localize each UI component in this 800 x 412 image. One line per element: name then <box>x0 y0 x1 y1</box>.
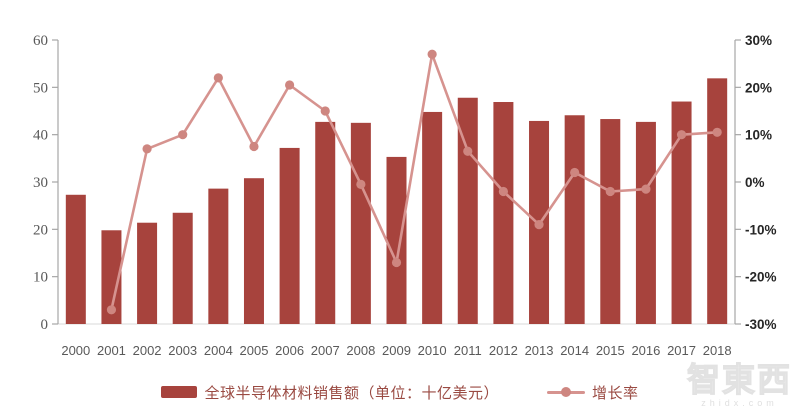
line-swatch-dot <box>561 387 571 397</box>
year-label: 2009 <box>382 343 411 358</box>
bar-2007 <box>315 121 336 325</box>
bar-2000 <box>65 194 86 324</box>
bar-2004 <box>208 188 229 324</box>
left-axis-label: 50 <box>33 80 48 96</box>
left-axis-label: 10 <box>33 270 48 286</box>
right-axis-label: -10% <box>745 222 777 237</box>
marker-2002 <box>142 144 152 154</box>
year-label: 2001 <box>97 343 126 358</box>
legend-label-sales: 全球半导体材料销售额（单位：十亿美元） <box>204 385 499 402</box>
marker-2009 <box>391 257 402 268</box>
marker-2005 <box>249 141 259 152</box>
right-axis-label: 30% <box>745 33 772 48</box>
marker-2006 <box>285 80 295 90</box>
watermark-domain: zhidx.com <box>701 398 778 408</box>
left-axis-label: 40 <box>33 128 48 144</box>
year-label: 2004 <box>204 343 233 358</box>
left-axis-label: 60 <box>33 33 48 49</box>
watermark-zhidx: 智東西 zhidx.com <box>686 361 792 408</box>
year-label: 2010 <box>418 343 447 358</box>
bar-2018 <box>707 78 728 324</box>
watermark-logo: 智東西 <box>686 361 792 398</box>
bar-2011 <box>457 97 478 324</box>
left-axis-label: 20 <box>33 222 48 238</box>
bar-2001 <box>101 230 122 324</box>
bar-2014 <box>564 115 585 324</box>
growth-line <box>110 52 718 311</box>
marker-2004 <box>213 73 223 83</box>
legend-item-sales: 全球半导体材料销售额（单位：十亿美元） <box>161 382 499 403</box>
marker-2014 <box>570 167 580 178</box>
bar-2017 <box>671 101 692 325</box>
bar-2015 <box>600 119 621 325</box>
right-axis-label: 20% <box>745 80 772 95</box>
year-label: 2015 <box>596 343 625 358</box>
year-label: 2005 <box>240 343 269 358</box>
marker-2003 <box>178 130 188 140</box>
marker-2016 <box>641 184 651 194</box>
bar-2012 <box>493 102 514 324</box>
year-label: 2017 <box>667 343 696 358</box>
bar-2003 <box>172 212 193 324</box>
marker-2017 <box>676 130 687 140</box>
bar-2010 <box>422 111 443 325</box>
line-series-swatch <box>547 387 585 397</box>
year-label: 2016 <box>631 343 660 358</box>
right-axis-label: -30% <box>745 317 777 332</box>
bar-2008 <box>350 122 371 324</box>
left-axis-label: 30 <box>33 175 48 191</box>
marker-2008 <box>356 179 366 189</box>
year-label: 2013 <box>525 343 554 358</box>
year-label: 2000 <box>61 343 90 358</box>
year-label: 2018 <box>703 343 732 358</box>
right-axis-label: 0% <box>745 175 765 190</box>
year-label: 2011 <box>454 343 482 358</box>
year-label: 2002 <box>133 343 162 358</box>
marker-2007 <box>320 106 330 116</box>
chart-legend: 全球半导体材料销售额（单位：十亿美元） 增长率 <box>0 381 800 403</box>
year-label: 2003 <box>168 343 197 358</box>
year-label: 2012 <box>489 343 518 358</box>
bar-2002 <box>137 222 158 324</box>
marker-2001 <box>106 305 117 315</box>
year-label: 2006 <box>275 343 304 358</box>
year-label: 2014 <box>560 343 589 358</box>
bar-2016 <box>635 121 656 325</box>
bar-2005 <box>243 178 264 324</box>
right-axis-label: 10% <box>745 128 772 143</box>
marker-2015 <box>605 186 615 197</box>
legend-label-growth: 增长率 <box>592 385 639 402</box>
bar-2009 <box>386 156 407 324</box>
marker-2011 <box>463 146 473 156</box>
bar-2006 <box>279 147 300 324</box>
right-axis-label: -20% <box>745 270 777 285</box>
left-axis-label: 0 <box>41 317 49 333</box>
marker-2013 <box>534 220 544 230</box>
marker-2018 <box>712 127 722 137</box>
year-label: 2007 <box>311 343 340 358</box>
marker-2010 <box>427 49 437 59</box>
marker-2012 <box>498 186 508 197</box>
bar-series-swatch <box>161 386 198 398</box>
legend-item-growth: 增长率 <box>547 382 639 403</box>
year-label: 2008 <box>346 343 375 358</box>
